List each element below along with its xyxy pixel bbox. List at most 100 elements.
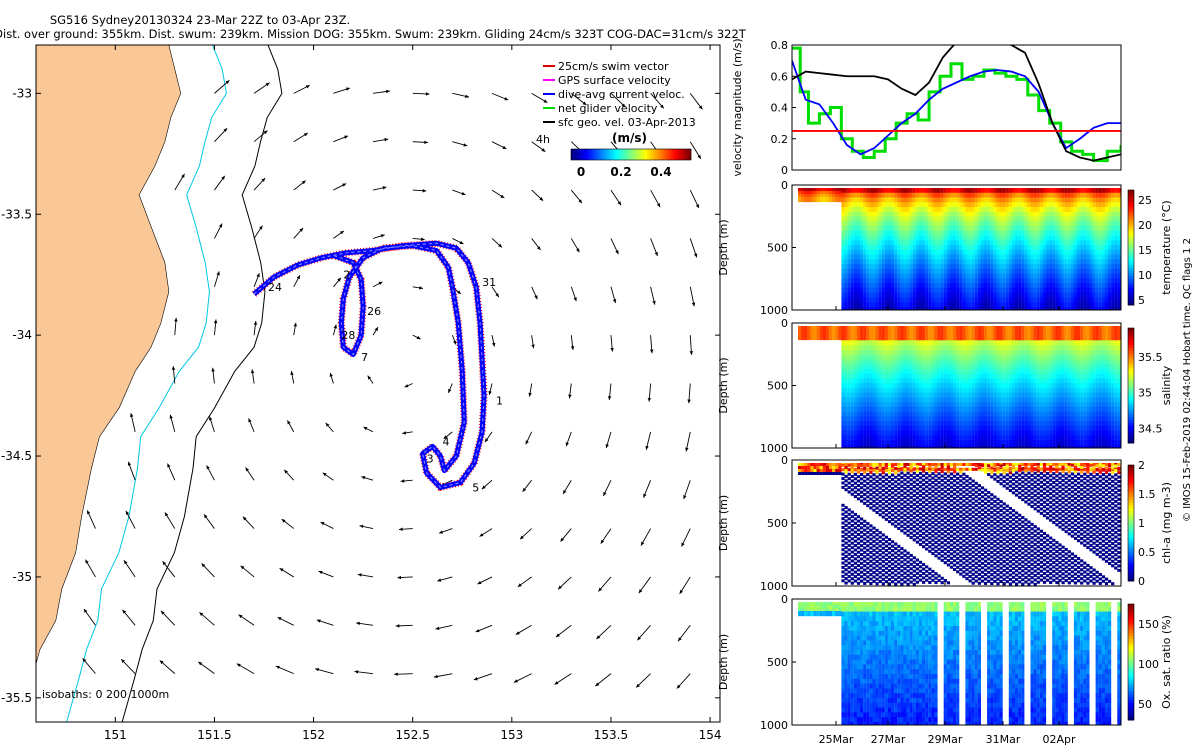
section-cell [946, 245, 950, 251]
section-cell [1024, 425, 1028, 432]
section-cell [891, 402, 895, 408]
section-cell [1064, 292, 1068, 298]
section-cell [965, 264, 969, 270]
section-cell [912, 326, 916, 332]
section-cell [1033, 297, 1037, 303]
section-cell [1039, 235, 1043, 241]
section-cell [1015, 411, 1019, 417]
section-cell [1008, 192, 1012, 198]
section-cell [1058, 335, 1062, 341]
section-cell [841, 340, 845, 346]
section-cell [974, 445, 978, 448]
section-cell [897, 264, 901, 270]
section-cell [1073, 211, 1078, 217]
section-cell [943, 430, 947, 436]
map-xtick-label: 151 [104, 728, 127, 742]
section-cell [1024, 326, 1028, 332]
section-cell [1101, 192, 1105, 198]
section-cell [1039, 302, 1043, 308]
section-cell [863, 425, 867, 432]
section-cell [1086, 202, 1090, 208]
section-cell [1092, 292, 1096, 298]
section-cell [869, 211, 873, 217]
section-cell [1111, 188, 1115, 194]
section-cell [965, 216, 969, 222]
section-cell [847, 221, 851, 227]
section-cell [894, 411, 898, 417]
section-cell [875, 302, 879, 308]
section-cell [1042, 340, 1047, 346]
section-cell [1104, 240, 1109, 246]
section-cell [949, 383, 954, 389]
section-cell [925, 411, 929, 417]
section-cell [962, 330, 966, 336]
section-cell [1052, 197, 1056, 203]
section-cell [931, 440, 935, 446]
section-cell [1055, 240, 1059, 246]
colorbar-cell [619, 149, 622, 160]
section-cell [949, 188, 954, 194]
colorbar-cell [587, 149, 590, 160]
section-cell [878, 287, 882, 294]
section-cell [971, 430, 975, 436]
section-cell [925, 345, 929, 351]
section-cell [860, 287, 864, 294]
section-cell [959, 249, 963, 256]
section-cell [1008, 335, 1012, 341]
section-cell [875, 221, 879, 227]
section-cell [869, 330, 873, 336]
section-cell [847, 425, 851, 432]
section-cell [900, 188, 904, 194]
section-cell [996, 392, 1000, 398]
section-cell [965, 373, 969, 379]
section-cell [1036, 192, 1040, 198]
section-cell [906, 240, 910, 246]
section-cell [881, 364, 885, 370]
section-cell [1042, 402, 1047, 408]
section-cell [956, 392, 960, 398]
section-cell [1070, 292, 1074, 298]
section-cell [1064, 445, 1068, 448]
section-cell [887, 349, 892, 355]
section-cell [909, 397, 913, 403]
section-cell [906, 264, 910, 270]
section-cell [844, 406, 848, 413]
section-cell [1042, 368, 1047, 375]
section-cell [1033, 235, 1037, 241]
day-label: 7 [361, 351, 368, 364]
section-cell [1095, 249, 1099, 256]
arrow-head [652, 300, 656, 305]
section-cell [956, 402, 960, 408]
section-cell [996, 445, 1000, 448]
section-cell [1117, 221, 1121, 227]
section-cell [1027, 430, 1031, 436]
glider-track [251, 239, 488, 491]
section-cell [934, 440, 938, 446]
section-cell [906, 211, 910, 217]
section-cell [1005, 268, 1009, 275]
section-cell [1036, 230, 1040, 237]
section-cell [847, 302, 851, 308]
section-cell [825, 193, 830, 200]
section-cell [925, 240, 929, 246]
section-cell [807, 190, 811, 197]
section-cell [925, 383, 929, 389]
section-cell [872, 378, 876, 384]
section-cell [900, 378, 904, 384]
section-cell [878, 297, 882, 303]
section-cell [968, 440, 972, 446]
section-cell [863, 440, 867, 446]
section-cell [931, 425, 935, 432]
section-cell [1083, 245, 1087, 251]
arrow-head [325, 422, 330, 427]
section-cell [980, 349, 985, 355]
section-cell [1052, 397, 1056, 403]
section-cell [850, 445, 854, 448]
section-cell [1049, 397, 1053, 403]
section-cell [1033, 359, 1037, 365]
section-cell [878, 240, 882, 246]
section-cell [925, 416, 929, 422]
section-cell [850, 359, 854, 365]
section-cell [1002, 430, 1006, 436]
section-cell [1052, 368, 1056, 375]
